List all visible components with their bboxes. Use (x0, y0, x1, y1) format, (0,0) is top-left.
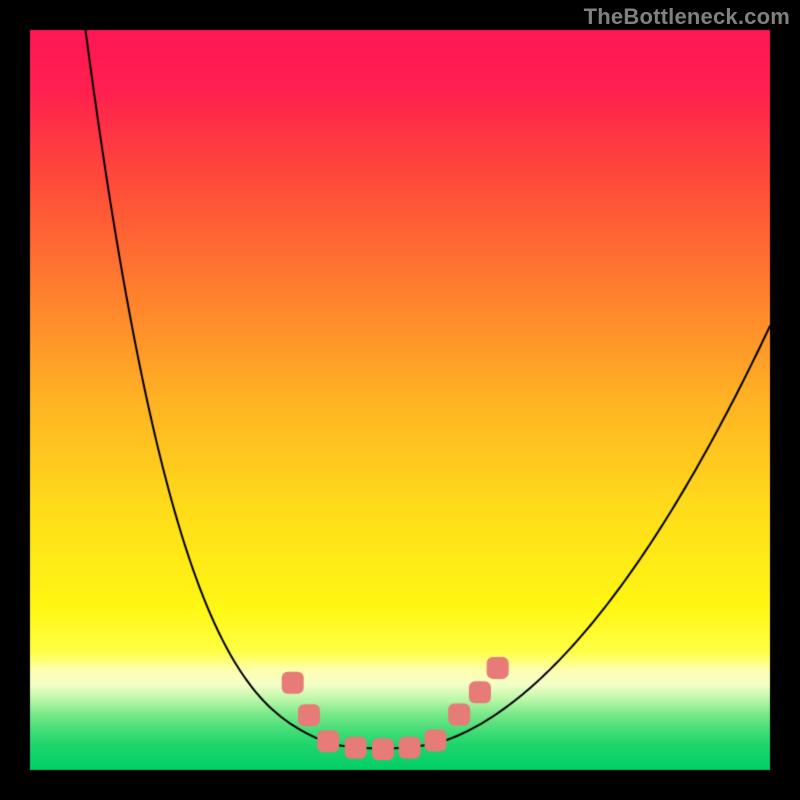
watermark-text: TheBottleneck.com (584, 4, 790, 30)
bottleneck-chart (0, 0, 800, 800)
chart-root: TheBottleneck.com (0, 0, 800, 800)
